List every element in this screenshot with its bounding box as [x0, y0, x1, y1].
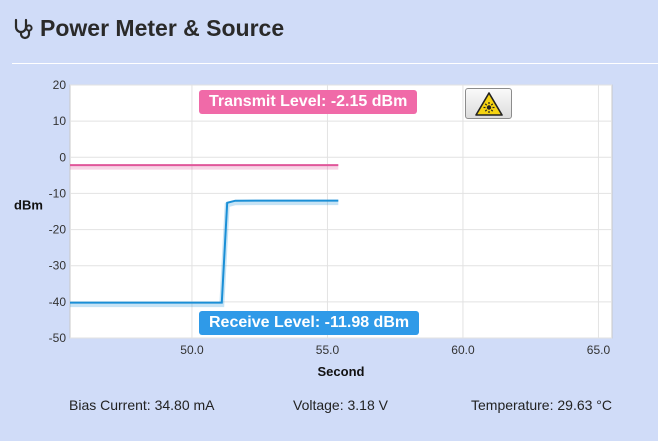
- x-tick-label: 55.0: [316, 343, 340, 357]
- voltage-readout: Voltage: 3.18 V: [293, 397, 388, 413]
- power-chart: 20 10 0 -10 -20 -30 -40 -50 50.0 55.0 60.0 65.0 Seco…: [14, 78, 613, 379]
- x-axis-title: Second: [318, 364, 365, 379]
- y-tick-label: -20: [49, 223, 67, 237]
- page-header: Power Meter & Source: [0, 0, 658, 62]
- transmit-level-label: Transmit Level: -2.15 dBm: [199, 90, 418, 114]
- y-tick-label: -50: [49, 331, 67, 345]
- y-tick-label: 20: [53, 78, 67, 92]
- laser-warning-icon: [475, 92, 503, 116]
- receive-series-line: [70, 199, 339, 304]
- page-title: Power Meter & Source: [40, 15, 285, 41]
- y-tick-label: 0: [59, 150, 66, 164]
- x-tick-label: 65.0: [587, 343, 611, 357]
- laser-toggle-button[interactable]: [465, 88, 512, 119]
- header-divider: [12, 63, 658, 64]
- x-tick-label: 50.0: [180, 343, 204, 357]
- y-tick-label: -30: [49, 259, 67, 273]
- temperature-readout: Temperature: 29.63 °C: [471, 397, 613, 413]
- bias-current-readout: Bias Current: 34.80 mA: [69, 397, 215, 413]
- y-tick-label: 10: [53, 114, 67, 128]
- x-tick-label: 60.0: [451, 343, 475, 357]
- y-axis-title: dBm: [14, 198, 43, 213]
- y-tick-label: -10: [49, 186, 67, 200]
- receive-level-label: Receive Level: -11.98 dBm: [199, 311, 420, 335]
- stethoscope-icon: [14, 18, 33, 40]
- plot-area: [69, 84, 613, 339]
- y-tick-label: -40: [49, 295, 67, 309]
